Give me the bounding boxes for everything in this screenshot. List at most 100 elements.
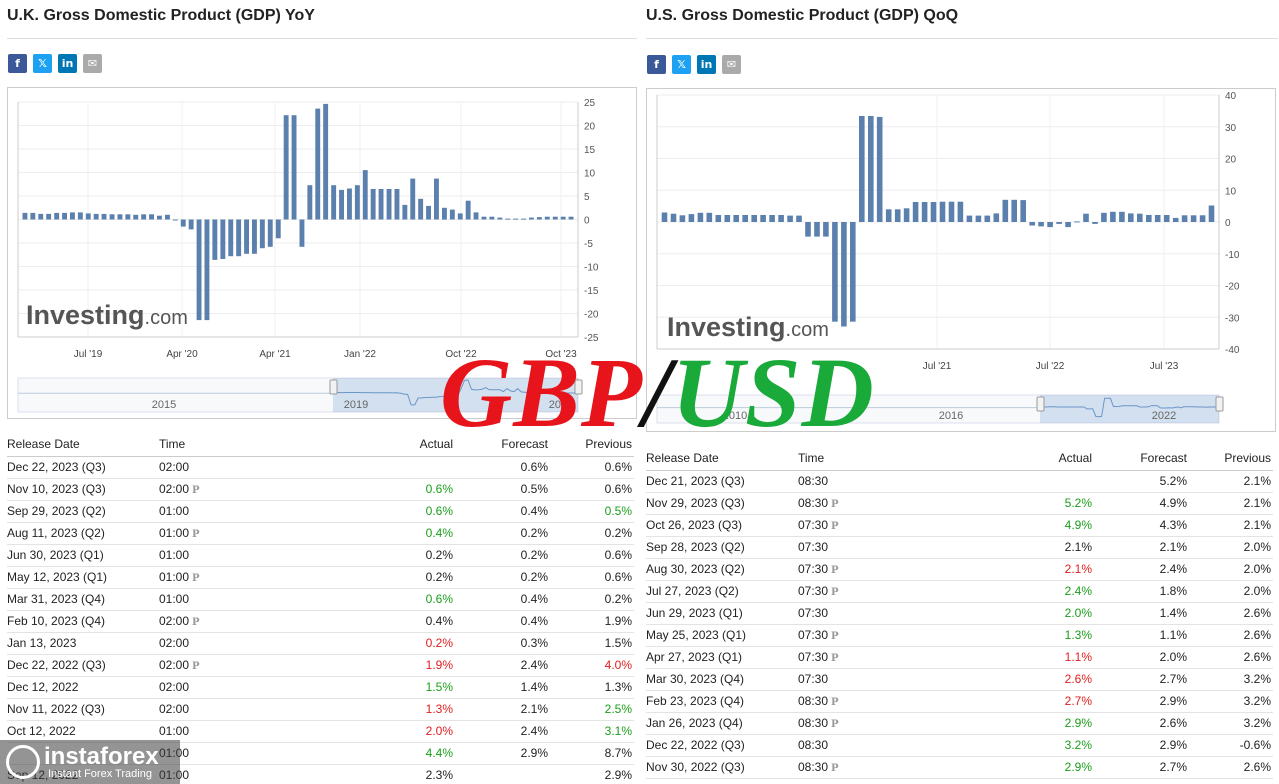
bar xyxy=(1199,215,1206,222)
col-time[interactable]: Time xyxy=(159,432,249,457)
y-tick-label: -40 xyxy=(1225,345,1240,356)
bar xyxy=(1137,213,1143,222)
previous-cell: 1.9% xyxy=(550,610,634,633)
facebook-icon[interactable]: f xyxy=(647,55,666,74)
x-tick-label: Oct '23 xyxy=(545,349,577,360)
table-row[interactable]: Oct 12, 2022 01:00 2.0% 2.4% 3.1% xyxy=(7,720,634,743)
col-forecast[interactable]: Forecast xyxy=(455,432,550,457)
col-actual[interactable]: Actual xyxy=(888,446,1094,471)
bar xyxy=(457,213,463,220)
twitter-icon[interactable]: 𝕏 xyxy=(33,54,52,73)
table-row[interactable]: Nov 10, 2023 (Q3) 02:00 P 0.6% 0.5% 0.6% xyxy=(7,478,634,501)
col-release-date[interactable]: Release Date xyxy=(7,432,159,457)
bar xyxy=(1101,212,1107,222)
release-date-cell: Aug 11, 2023 (Q2) xyxy=(7,522,159,545)
release-date-cell: Dec 22, 2023 (Q3) xyxy=(7,456,159,479)
forecast-cell: 1.8% xyxy=(1094,580,1189,603)
table-row[interactable]: Dec 12, 2022 02:00 1.5% 1.4% 1.3% xyxy=(7,676,634,699)
bar xyxy=(1047,222,1053,228)
actual-cell xyxy=(249,456,455,479)
release-date-cell: Jun 29, 2023 (Q1) xyxy=(646,602,798,625)
table-row[interactable]: Nov 30, 2022 (Q3) 08:30 P 2.9% 2.7% 2.6% xyxy=(646,756,1273,779)
y-tick-label: -25 xyxy=(584,333,599,344)
table-row[interactable]: Nov 29, 2023 (Q3) 08:30 P 5.2% 4.9% 2.1% xyxy=(646,492,1273,515)
y-tick-label: 30 xyxy=(1225,123,1237,134)
actual-cell: 4.9% xyxy=(888,514,1094,537)
col-previous[interactable]: Previous xyxy=(550,432,634,457)
bar xyxy=(1056,222,1062,224)
bar xyxy=(354,185,360,220)
table-row[interactable]: Sep 28, 2023 (Q2) 07:30 2.1% 2.1% 2.0% xyxy=(646,536,1273,559)
bar xyxy=(220,219,226,259)
linkedin-icon[interactable]: in xyxy=(697,55,716,74)
table-row[interactable]: Feb 23, 2023 (Q4) 08:30 P 2.7% 2.9% 3.2% xyxy=(646,690,1273,713)
x-tick-label: Apr '21 xyxy=(259,349,291,360)
table-row[interactable]: May 25, 2023 (Q1) 07:30 P 1.3% 1.1% 2.6% xyxy=(646,624,1273,647)
release-date-cell: Dec 22, 2022 (Q3) xyxy=(646,734,798,757)
bar xyxy=(323,103,329,220)
bar xyxy=(489,216,495,220)
table-row[interactable]: Jun 30, 2023 (Q1) 01:00 0.2% 0.2% 0.6% xyxy=(7,544,634,567)
email-icon[interactable]: ✉ xyxy=(83,54,102,73)
forecast-cell: 2.0% xyxy=(1094,646,1189,669)
col-release-date[interactable]: Release Date xyxy=(646,446,798,471)
forecast-cell: 2.6% xyxy=(1094,712,1189,735)
table-row[interactable]: Mar 31, 2023 (Q4) 01:00 0.6% 0.4% 0.2% xyxy=(7,588,634,611)
preliminary-icon: P xyxy=(831,631,839,642)
actual-cell: 4.4% xyxy=(249,742,455,765)
table-row[interactable]: May 12, 2023 (Q1) 01:00 P 0.2% 0.2% 0.6% xyxy=(7,566,634,589)
actual-cell: 2.4% xyxy=(888,580,1094,603)
release-date-cell: Dec 12, 2022 xyxy=(7,676,159,699)
linkedin-icon[interactable]: in xyxy=(58,54,77,73)
bar xyxy=(22,212,28,220)
facebook-icon[interactable]: f xyxy=(8,54,27,73)
col-actual[interactable]: Actual xyxy=(249,432,455,457)
table-row[interactable]: Nov 11, 2022 (Q3) 02:00 1.3% 2.1% 2.5% xyxy=(7,698,634,721)
bar xyxy=(291,115,297,220)
bar xyxy=(141,214,147,220)
actual-cell: 0.6% xyxy=(249,500,455,523)
table-row[interactable]: Aug 30, 2023 (Q2) 07:30 P 2.1% 2.4% 2.0% xyxy=(646,558,1273,581)
bar xyxy=(966,215,973,222)
col-forecast[interactable]: Forecast xyxy=(1094,446,1189,471)
actual-cell: 1.3% xyxy=(888,624,1094,647)
table-row[interactable]: Feb 10, 2023 (Q4) 02:00 P 0.4% 0.4% 1.9% xyxy=(7,610,634,633)
table-row[interactable]: Mar 30, 2023 (Q4) 07:30 2.6% 2.7% 3.2% xyxy=(646,668,1273,691)
col-previous[interactable]: Previous xyxy=(1189,446,1273,471)
twitter-icon[interactable]: 𝕏 xyxy=(672,55,691,74)
forecast-cell: 2.9% xyxy=(1094,734,1189,757)
col-time[interactable]: Time xyxy=(798,446,888,471)
table-row[interactable]: Jun 29, 2023 (Q1) 07:30 2.0% 1.4% 2.6% xyxy=(646,602,1273,625)
bar xyxy=(465,200,471,220)
table-row[interactable]: Aug 11, 2023 (Q2) 01:00 P 0.4% 0.2% 0.2% xyxy=(7,522,634,545)
bar xyxy=(133,214,139,220)
bar xyxy=(481,216,487,220)
table-row[interactable]: Dec 22, 2022 (Q3) 02:00 P 1.9% 2.4% 4.0% xyxy=(7,654,634,677)
y-tick-label: -20 xyxy=(1225,282,1240,293)
table-row[interactable]: Jan 26, 2023 (Q4) 08:30 P 2.9% 2.6% 3.2% xyxy=(646,712,1273,735)
table-row[interactable]: Jan 13, 2023 02:00 0.2% 0.3% 1.5% xyxy=(7,632,634,655)
table-row[interactable]: Apr 27, 2023 (Q1) 07:30 P 1.1% 2.0% 2.6% xyxy=(646,646,1273,669)
release-date-cell: Jan 26, 2023 (Q4) xyxy=(646,712,798,735)
bar xyxy=(1163,215,1170,222)
y-tick-label: 0 xyxy=(1225,218,1231,229)
table-row[interactable]: Jul 27, 2023 (Q2) 07:30 P 2.4% 1.8% 2.0% xyxy=(646,580,1273,603)
table-row[interactable]: Dec 21, 2023 (Q3) 08:30 5.2% 2.1% xyxy=(646,470,1273,493)
forecast-cell: 2.1% xyxy=(455,698,550,721)
table-row[interactable]: Dec 22, 2022 (Q3) 08:30 3.2% 2.9% -0.6% xyxy=(646,734,1273,757)
table-row[interactable]: Oct 26, 2023 (Q3) 07:30 P 4.9% 4.3% 2.1% xyxy=(646,514,1273,537)
bar xyxy=(921,202,928,222)
previous-cell: 3.1% xyxy=(550,720,634,743)
email-icon[interactable]: ✉ xyxy=(722,55,741,74)
actual-cell: 2.0% xyxy=(888,602,1094,625)
table-row[interactable]: Dec 22, 2023 (Q3) 02:00 0.6% 0.6% xyxy=(7,456,634,479)
previous-cell: 1.5% xyxy=(550,632,634,655)
table-row[interactable]: Sep 29, 2023 (Q2) 01:00 0.6% 0.4% 0.5% xyxy=(7,500,634,523)
bar xyxy=(38,213,44,220)
bar xyxy=(93,213,99,220)
bar xyxy=(172,219,178,221)
bar xyxy=(1119,211,1125,222)
release-date-cell: Jul 27, 2023 (Q2) xyxy=(646,580,798,603)
preliminary-icon: P xyxy=(192,485,200,496)
